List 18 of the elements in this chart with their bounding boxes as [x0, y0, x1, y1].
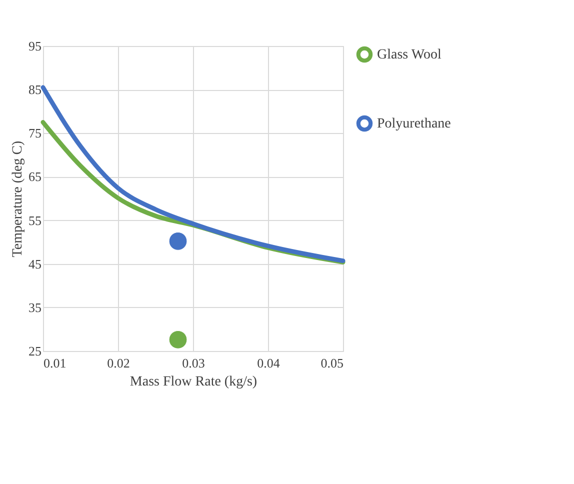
y-tick-label: 45 [28, 256, 42, 272]
x-tick-label: 0.02 [107, 356, 130, 370]
y-tick-label: 35 [28, 300, 42, 315]
x-tick-label: 0.04 [257, 356, 280, 370]
y-tick-label: 65 [28, 169, 42, 184]
y-tick-label: 95 [28, 38, 42, 54]
legend-label: Glass Wool [377, 48, 442, 62]
y-tick-label: 25 [28, 344, 42, 358]
x-tick-label: 0.05 [320, 356, 344, 370]
x-tick-label: 0.01 [44, 356, 66, 370]
line-series [40, 85, 346, 264]
y-tick-label: 55 [28, 212, 42, 228]
y-tick-label: 75 [28, 126, 42, 141]
x-tick-label: 0.03 [182, 356, 205, 370]
legend-label: Polyurethane [377, 116, 451, 132]
y-axis-title: Temperature (deg C) [10, 140, 26, 258]
y-tick-label: 85 [28, 82, 42, 98]
x-axis-title: Mass Flow Rate (kg/s) [130, 374, 258, 390]
